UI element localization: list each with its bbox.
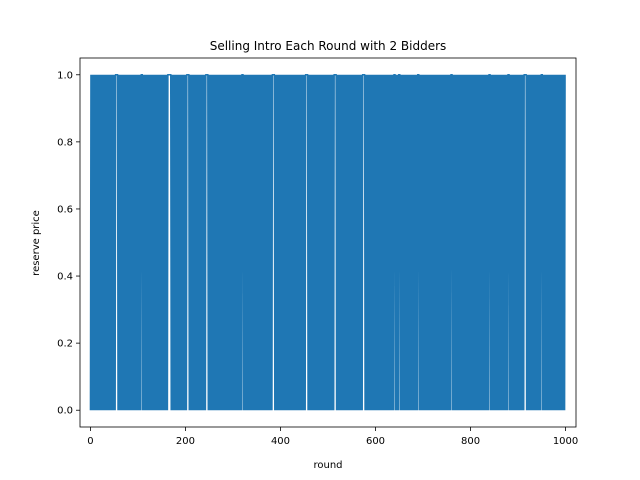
plot-frame — [79, 57, 577, 428]
y-axis-ticks: 0.0 0.2 0.4 0.6 0.8 1.0 — [57, 70, 80, 417]
x-tick-label: 600 — [366, 436, 385, 447]
x-axis-label: round — [313, 460, 342, 471]
x-axis-ticks: 0 200 400 600 800 1000 — [87, 427, 578, 447]
x-tick-label: 0 — [87, 436, 93, 447]
series-line — [89, 74, 566, 411]
plot-area — [89, 74, 566, 411]
y-tick-label: 0.2 — [57, 339, 73, 350]
x-tick-label: 800 — [461, 436, 480, 447]
y-tick-label: 0.0 — [57, 406, 73, 417]
chart-title: Selling Intro Each Round with 2 Bidders — [210, 39, 447, 53]
x-tick-label: 200 — [176, 436, 195, 447]
x-tick-label: 1000 — [553, 436, 578, 447]
y-tick-label: 0.6 — [57, 204, 73, 215]
y-tick-label: 0.4 — [57, 272, 73, 283]
y-axis-label: reserve price — [31, 210, 42, 276]
x-tick-label: 400 — [271, 436, 290, 447]
y-tick-label: 0.8 — [57, 137, 73, 148]
y-tick-label: 1.0 — [57, 70, 73, 81]
